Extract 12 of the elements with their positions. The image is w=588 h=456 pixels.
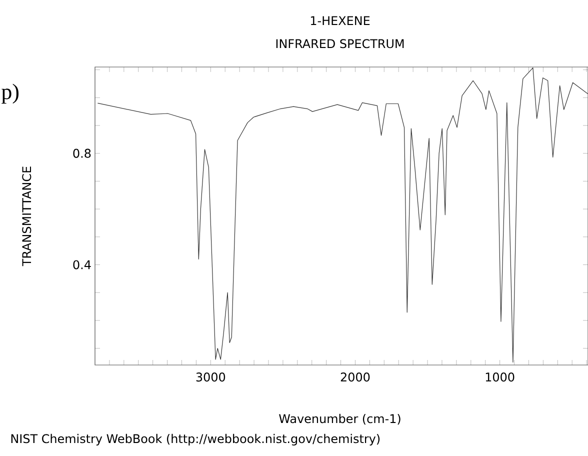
- x-tick-label: 1000: [486, 372, 514, 382]
- text: NIST Chemistry WebBook (http://webbook.nist.gov/chemistry): [11, 434, 380, 446]
- y-tick-label: 0.8: [73, 148, 91, 158]
- chart-subtitle: INFRARED SPECTRUM: [276, 39, 404, 48]
- x-tick-label: 3000: [196, 372, 226, 382]
- y-tick-label: 0.4: [73, 260, 91, 270]
- x-axis-title: Wavenumber (cm-1): [279, 414, 400, 425]
- chart-title: 1-HEXENE: [310, 16, 370, 25]
- text: p): [2, 84, 18, 104]
- line-series: [98, 68, 588, 363]
- y-axis-title: TRANSMITTANCE: [22, 166, 32, 266]
- x-tick-label: 2000: [340, 372, 370, 382]
